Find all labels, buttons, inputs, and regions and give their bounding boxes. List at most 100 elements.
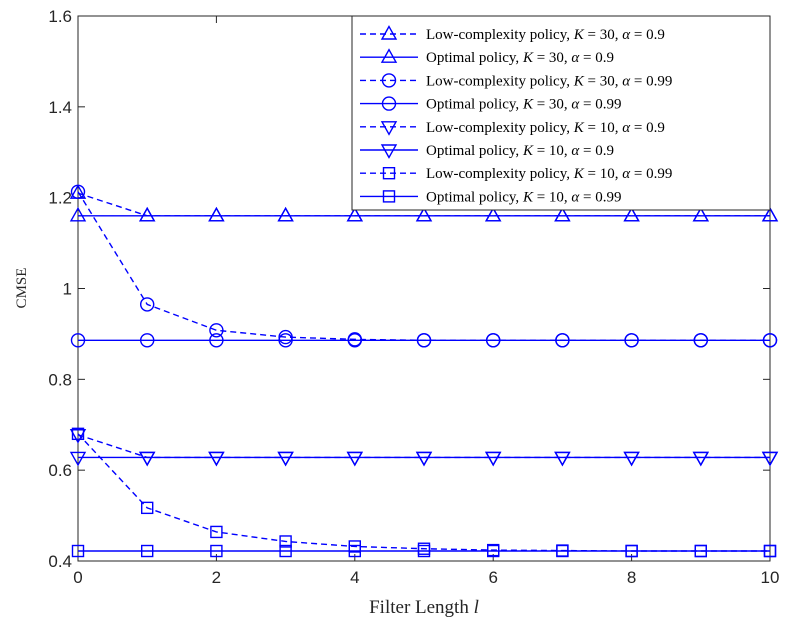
legend-label-a: α [622, 120, 631, 136]
data-point [139, 206, 156, 222]
data-point [139, 451, 156, 467]
x-axis-title-text: Filter Length [369, 597, 473, 618]
data-point [761, 206, 779, 222]
legend-label-k-val: = 10, [584, 166, 622, 182]
data-point [625, 544, 638, 558]
data-point [208, 206, 225, 222]
legend-label-prefix: Low-complexity policy, [426, 120, 574, 136]
legend-label-a: α [571, 97, 580, 113]
legend-label-a-val: = 0.99 [579, 97, 621, 113]
axes: 0 2 4 6 8 10 0.4 0.6 0.8 1 1.2 1.4 1.6 [48, 7, 779, 587]
legend-label: Optimal policy, K = 30, α = 0.99 [426, 97, 622, 113]
data-point [277, 451, 294, 467]
data-point [71, 544, 85, 558]
legend-label-prefix: Low-complexity policy, [426, 27, 574, 43]
data-point [623, 451, 640, 467]
legend-label: Optimal policy, K = 10, α = 0.99 [426, 189, 622, 205]
legend-label-prefix: Optimal policy, [426, 189, 523, 205]
data-point [210, 544, 223, 558]
data-point [694, 544, 707, 558]
legend-label-a: α [571, 143, 580, 159]
legend-label-a-val: = 0.9 [579, 50, 614, 66]
legend-label: Optimal policy, K = 10, α = 0.9 [426, 143, 614, 159]
data-point [486, 333, 501, 348]
x-axis-title-variable: l [474, 597, 479, 618]
legend-label-a-val: = 0.9 [579, 143, 614, 159]
legend-label-k-val: = 10, [533, 189, 571, 205]
data-point [485, 451, 502, 467]
data-point [415, 206, 433, 222]
data-point [139, 297, 155, 312]
series-8 [71, 544, 777, 558]
data-point [346, 206, 363, 222]
data-point [346, 451, 363, 467]
legend-entry: Low-complexity policy, K = 30, α = 0.9 [360, 25, 665, 43]
legend-label-k-val: = 30, [533, 50, 571, 66]
data-point [279, 544, 292, 558]
data-point [69, 206, 87, 222]
legend-label-k-val: = 30, [533, 97, 571, 113]
data-point [417, 544, 431, 558]
legend-label-a-val: = 0.99 [630, 73, 672, 89]
y-tick-label: 0.6 [48, 461, 72, 480]
x-axis-title: Filter Length l [369, 597, 479, 618]
series-2 [69, 206, 779, 222]
legend-label: Low-complexity policy, K = 30, α = 0.99 [426, 73, 672, 89]
legend-label: Low-complexity policy, K = 10, α = 0.99 [426, 166, 672, 182]
y-tick-label: 1.4 [48, 98, 72, 117]
legend-label: Low-complexity policy, K = 10, α = 0.9 [426, 120, 665, 136]
data-point [693, 333, 708, 348]
data-point [139, 333, 155, 348]
data-point [278, 329, 293, 345]
data-point [279, 535, 292, 548]
series-layer [69, 184, 779, 558]
data-point [140, 501, 154, 515]
data-point [71, 427, 85, 441]
legend: Low-complexity policy, K = 30, α = 0.9Op… [351, 15, 771, 211]
data-point [556, 544, 569, 558]
legend-label-k: K [522, 97, 534, 113]
data-point [209, 333, 224, 348]
legend-label-a: α [571, 50, 580, 66]
legend-label-a-val: = 0.99 [579, 189, 621, 205]
legend-label-prefix: Optimal policy, [426, 143, 523, 159]
legend-label-k-val: = 10, [584, 120, 622, 136]
legend-label-prefix: Optimal policy, [426, 50, 523, 66]
data-point [70, 333, 86, 348]
x-tick-label: 0 [73, 568, 82, 587]
legend-marker [380, 48, 398, 63]
legend-label-k: K [522, 50, 534, 66]
data-point [70, 184, 86, 199]
data-point [416, 333, 432, 348]
legend-entry: Low-complexity policy, K = 10, α = 0.99 [360, 166, 672, 182]
data-point [277, 206, 294, 222]
legend-label: Optimal policy, K = 30, α = 0.9 [426, 50, 614, 66]
legend-label: Low-complexity policy, K = 30, α = 0.9 [426, 27, 665, 43]
legend-label-k: K [573, 166, 585, 182]
data-point [763, 544, 777, 558]
legend-marker [381, 73, 397, 88]
legend-label-k: K [573, 27, 585, 43]
legend-label-a-val: = 0.9 [630, 120, 665, 136]
legend-label-k: K [573, 73, 585, 89]
legend-marker [380, 25, 398, 40]
legend-label-prefix: Low-complexity policy, [426, 166, 574, 182]
data-point [692, 451, 709, 467]
legend-marker [382, 166, 396, 180]
data-point [761, 451, 779, 467]
legend-label-k-val: = 10, [533, 143, 571, 159]
legend-entry: Optimal policy, K = 10, α = 0.99 [360, 189, 622, 205]
data-point [487, 544, 500, 558]
legend-label-prefix: Low-complexity policy, [426, 73, 574, 89]
legend-label-k: K [522, 143, 534, 159]
data-point [210, 525, 223, 539]
data-point [208, 451, 225, 467]
x-tick-label: 8 [627, 568, 636, 587]
series-6 [69, 451, 779, 467]
y-axis-title: CMSE [14, 268, 30, 309]
legend-marker [380, 144, 398, 159]
data-point [415, 451, 433, 467]
data-point [69, 429, 87, 444]
x-tick-label: 10 [761, 568, 780, 587]
